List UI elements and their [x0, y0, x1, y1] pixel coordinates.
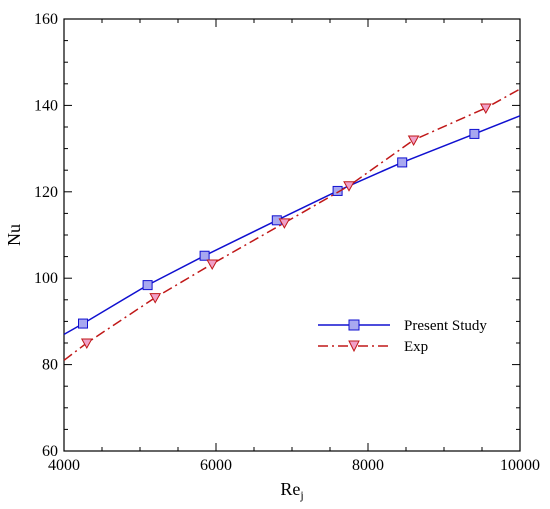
data-point-exp	[278, 218, 291, 229]
data-point-exp	[407, 135, 420, 146]
legend: Present Study Exp	[318, 318, 487, 355]
data-point-present-study	[469, 128, 480, 139]
y-tick-label: 80	[42, 357, 58, 374]
data-point-present-study	[397, 157, 408, 168]
x-tick-label: 6000	[200, 457, 232, 474]
series-line-present-study	[63, 115, 521, 336]
x-tick-label: 10000	[500, 457, 540, 474]
y-tick-label: 140	[34, 97, 58, 114]
data-point-exp	[343, 181, 355, 192]
data-point-exp	[479, 103, 492, 115]
y-tick-label: 60	[42, 443, 58, 460]
data-point-exp	[206, 259, 219, 270]
legend-marker-exp	[348, 340, 360, 353]
data-point-present-study	[78, 318, 88, 329]
data-point-exp	[80, 338, 93, 350]
legend-marker-present-study	[348, 319, 360, 331]
x-tick-label: 8000	[352, 457, 384, 474]
axis-ticks	[63, 18, 521, 452]
x-axis-title: Rej	[280, 479, 303, 502]
y-axis-title: Nu	[4, 224, 24, 246]
plot-frame	[63, 18, 521, 452]
y-tick-label: 120	[34, 184, 58, 201]
data-point-present-study	[332, 185, 343, 196]
x-tick-label: 4000	[48, 457, 80, 474]
y-tick-label: 100	[34, 270, 58, 287]
data-point-exp	[149, 293, 162, 304]
data-point-present-study	[142, 280, 153, 291]
series-line-exp	[63, 88, 521, 361]
y-tick-label: 160	[34, 11, 58, 28]
legend-label-exp: Exp	[404, 339, 428, 355]
series-layer	[63, 88, 521, 361]
tick-labels: 4000 6000 8000 10000 60 80 100 120 140 160	[34, 11, 540, 474]
legend-label-present-study: Present Study	[404, 318, 487, 334]
data-point-present-study	[199, 250, 210, 261]
